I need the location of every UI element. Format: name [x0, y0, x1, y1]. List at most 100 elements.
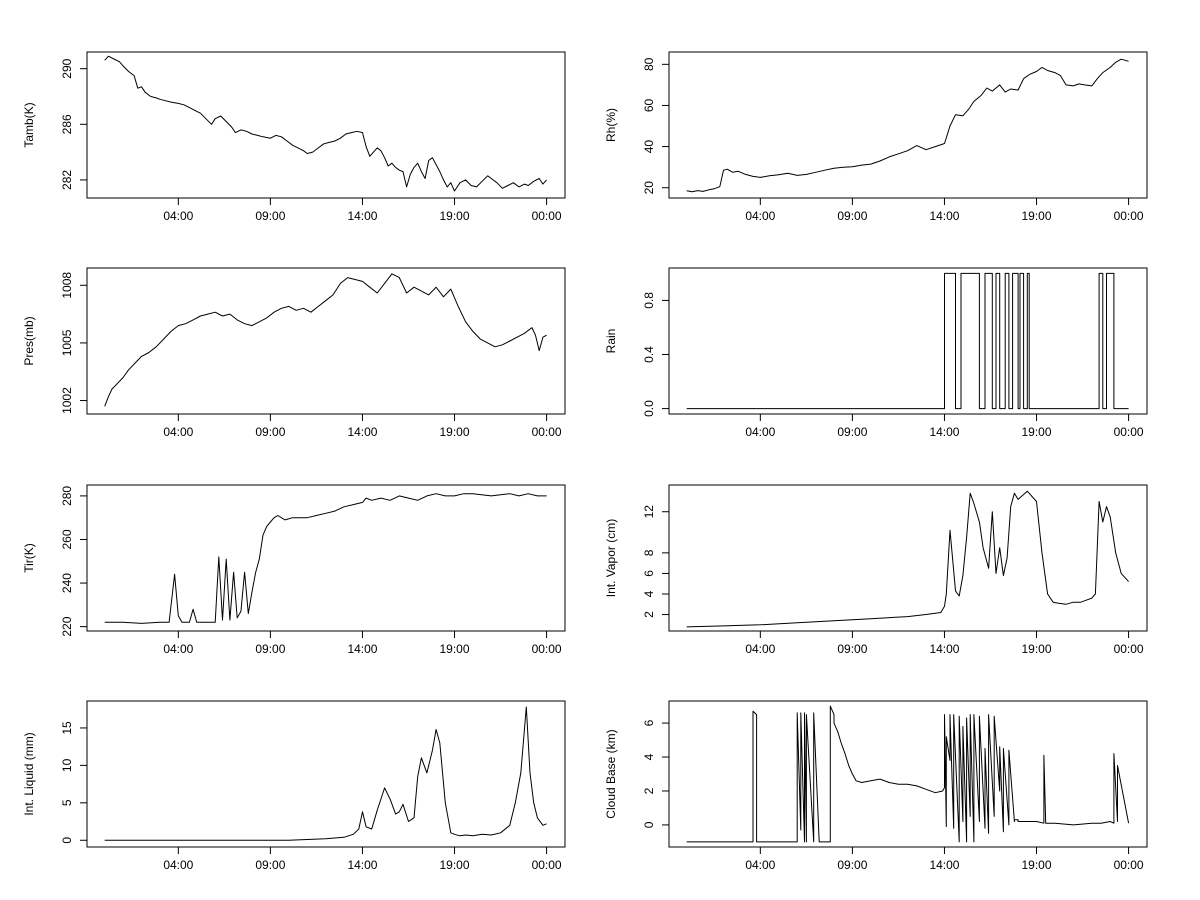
- panel-int-liquid-ytick-label: 15: [60, 721, 74, 735]
- panel-cloud-base-xtick-label: 04:00: [745, 858, 775, 872]
- panel-tir: Tir(K) 04:00 09:00 14:00 19:00 00:00 220 240 26…: [22, 484, 566, 656]
- panel-tamb-ytick-label: 286: [60, 114, 74, 134]
- panel-int-vapor-xtick-label: 09:00: [837, 642, 867, 656]
- panel-rain-xtick-label: 09:00: [837, 425, 867, 439]
- panel-cloud-base-ytick-label: 4: [642, 753, 656, 760]
- panel-pres-xtick-label: 14:00: [347, 425, 377, 439]
- panel-rh-ylabel: Rh(%): [604, 108, 618, 142]
- panel-int-vapor-ytick-label: 12: [642, 505, 656, 519]
- panel-rh-xtick-label: 19:00: [1022, 209, 1052, 223]
- panel-cloud-base-ylabel: Cloud Base (km): [604, 729, 618, 818]
- panel-int-vapor-ytick-label: 4: [642, 590, 656, 597]
- panel-int-liquid-ytick-label: 0: [60, 837, 74, 844]
- panel-tamb-xtick-label: 14:00: [347, 209, 377, 223]
- panel-pres-xtick-label: 19:00: [440, 425, 470, 439]
- panel-rain-frame: [668, 267, 1148, 415]
- panel-pres-ytick-label: 1002: [60, 387, 74, 414]
- panel-int-vapor-ylabel: Int. Vapor (cm): [604, 519, 618, 597]
- panel-tir-ytick-label: 260: [60, 529, 74, 549]
- panel-rh-ytick-label: 20: [642, 181, 656, 195]
- panel-tir-xtick-label: 19:00: [440, 642, 470, 656]
- panel-rh-xtick-label: 04:00: [745, 209, 775, 223]
- panel-pres-ylabel: Pres(mb): [22, 316, 36, 365]
- panel-rh: Rh(%) 04:00 09:00 14:00 19:00 00:00 20 40 60 80: [604, 51, 1148, 223]
- panel-tir-ylabel: Tir(K): [22, 543, 36, 573]
- panel-cloud-base-xtick-label: 09:00: [837, 858, 867, 872]
- panel-rh-series-line: [686, 58, 1129, 193]
- panel-int-liquid-series-line: [104, 706, 547, 841]
- panel-int-vapor-frame: [668, 484, 1148, 632]
- panel-pres-xtick-label: 00:00: [532, 425, 562, 439]
- panel-tamb-ytick-label: 282: [60, 170, 74, 190]
- panel-rh-xtick-label: 09:00: [837, 209, 867, 223]
- panel-tamb-xtick-label: 04:00: [163, 209, 193, 223]
- panel-pres-frame: [86, 267, 566, 415]
- panel-int-vapor-xtick-label: 00:00: [1114, 642, 1144, 656]
- panel-rain-xtick-label: 04:00: [745, 425, 775, 439]
- panel-rain-ytick-label: 0.4: [642, 346, 656, 363]
- panel-cloud-base-xtick-label: 19:00: [1022, 858, 1052, 872]
- panel-int-liquid: Int. Liquid (mm) 04:00 09:00 14:00 19:00 00:…: [22, 700, 566, 872]
- panel-tamb-xtick-label: 09:00: [255, 209, 285, 223]
- panel-pres-xtick-label: 09:00: [255, 425, 285, 439]
- panel-rain-ytick-label: 0.0: [642, 400, 656, 417]
- panel-tir-xtick-label: 14:00: [347, 642, 377, 656]
- panel-tir-xtick-label: 09:00: [255, 642, 285, 656]
- panel-cloud-base-ytick-label: 0: [642, 821, 656, 828]
- panel-cloud-base-ytick-label: 2: [642, 787, 656, 794]
- panel-int-vapor-xtick-label: 14:00: [929, 642, 959, 656]
- panel-int-liquid-xtick-label: 09:00: [255, 858, 285, 872]
- panel-int-liquid-ytick-label: 10: [60, 758, 74, 772]
- panel-tamb-xtick-label: 19:00: [440, 209, 470, 223]
- panel-cloud-base-series-line: [686, 705, 1130, 843]
- panel-rh-ytick-label: 80: [642, 57, 656, 71]
- panel-int-liquid-xtick-label: 19:00: [440, 858, 470, 872]
- panel-cloud-base-xtick-label: 00:00: [1114, 858, 1144, 872]
- panel-int-liquid-frame: [86, 700, 566, 848]
- panel-tamb-ylabel: Tamb(K): [22, 102, 36, 147]
- panel-tir-xtick-label: 00:00: [532, 642, 562, 656]
- panel-tir-ytick-label: 240: [60, 573, 74, 593]
- panel-pres-xtick-label: 04:00: [163, 425, 193, 439]
- panel-int-vapor-xtick-label: 19:00: [1022, 642, 1052, 656]
- panel-rh-ytick-label: 40: [642, 140, 656, 154]
- panel-int-vapor-series-line: [686, 490, 1129, 628]
- panel-pres-ytick-label: 1008: [60, 272, 74, 299]
- panel-rain-ylabel: Rain: [604, 329, 618, 354]
- panel-int-liquid-xtick-label: 04:00: [163, 858, 193, 872]
- panel-cloud-base: Cloud Base (km) 04:00 09:00 14:00 19:00 00:0…: [604, 700, 1148, 872]
- panel-tir-ytick-label: 280: [60, 486, 74, 506]
- panel-rain-xtick-label: 19:00: [1022, 425, 1052, 439]
- panel-int-vapor-ytick-label: 8: [642, 549, 656, 556]
- panel-pres: Pres(mb) 04:00 09:00 14:00 19:00 00:00 1002 10…: [22, 267, 566, 439]
- panel-tir-xtick-label: 04:00: [163, 642, 193, 656]
- panel-rain-series-line: [686, 272, 1129, 410]
- panel-int-vapor-xtick-label: 04:00: [745, 642, 775, 656]
- panel-tamb-series-line: [104, 55, 547, 192]
- panel-cloud-base-frame: [668, 700, 1148, 848]
- panel-rh-ytick-label: 60: [642, 98, 656, 112]
- panel-cloud-base-xtick-label: 14:00: [929, 858, 959, 872]
- panel-int-liquid-xtick-label: 14:00: [347, 858, 377, 872]
- panel-int-liquid-ytick-label: 5: [60, 799, 74, 806]
- panel-tamb-xtick-label: 00:00: [532, 209, 562, 223]
- panel-rain-xtick-label: 00:00: [1114, 425, 1144, 439]
- panel-rh-xtick-label: 00:00: [1114, 209, 1144, 223]
- panel-tamb-ytick-label: 290: [60, 58, 74, 78]
- panel-cloud-base-ytick-label: 6: [642, 719, 656, 726]
- panel-tir-frame: [86, 484, 566, 632]
- panel-rain-ytick-label: 0.8: [642, 292, 656, 309]
- panel-int-vapor-ytick-label: 2: [642, 611, 656, 618]
- panel-int-liquid-ylabel: Int. Liquid (mm): [22, 732, 36, 815]
- panel-pres-ytick-label: 1005: [60, 329, 74, 356]
- panel-rain: Rain 04:00 09:00 14:00 19:00 00:00 0.0 0.4 0.8: [604, 267, 1148, 439]
- panel-tir-ytick-label: 220: [60, 616, 74, 636]
- panel-tir-series-line: [104, 493, 547, 624]
- panel-int-vapor-ytick-label: 6: [642, 570, 656, 577]
- panel-rain-xtick-label: 14:00: [929, 425, 959, 439]
- panel-tamb-frame: [86, 51, 566, 199]
- panel-int-liquid-xtick-label: 00:00: [532, 858, 562, 872]
- panel-rh-frame: [668, 51, 1148, 199]
- panel-int-vapor: Int. Vapor (cm) 04:00 09:00 14:00 19:00 00:0…: [604, 484, 1148, 656]
